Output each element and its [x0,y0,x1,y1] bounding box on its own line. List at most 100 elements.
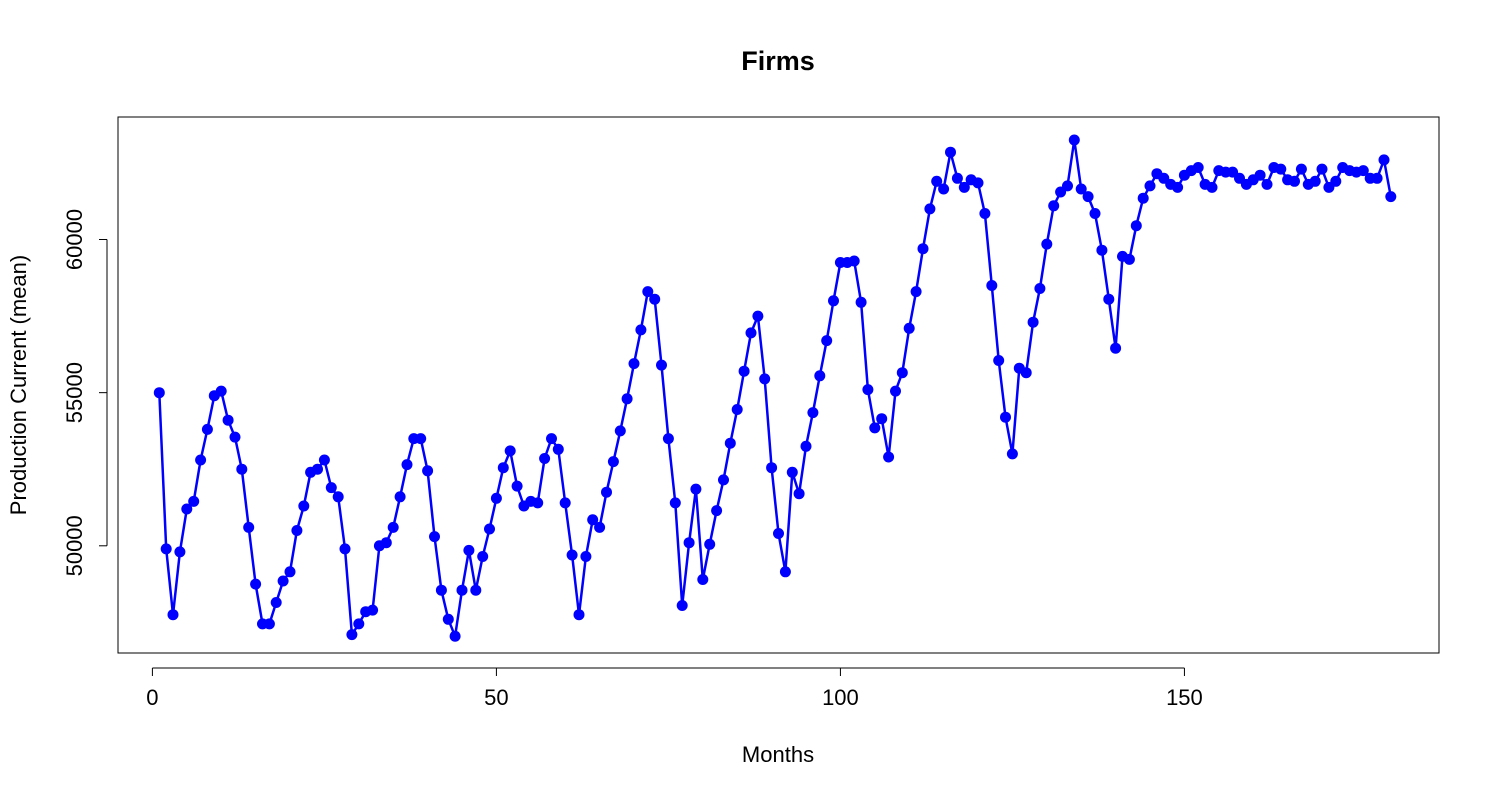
data-point [1295,163,1307,175]
data-point [917,243,929,255]
data-point [1371,172,1383,184]
plot-frame [117,116,1440,654]
data-point [1254,169,1266,181]
data-point [649,293,661,305]
data-point [1144,180,1156,192]
data-point [883,451,895,463]
data-point [229,431,241,443]
data-point [876,413,888,425]
y-tick-label: 55000 [62,362,87,423]
data-point [773,528,784,539]
data-point [718,474,729,486]
data-point [993,355,1005,366]
data-point [401,459,413,471]
data-point [828,295,839,307]
data-point [1000,411,1011,423]
data-point [793,488,805,500]
data-point [745,327,757,339]
data-point [814,370,826,382]
data-point [601,486,612,498]
data-point [532,497,544,509]
data-point [1172,181,1184,193]
data-point [1261,178,1273,190]
data-point [862,384,874,396]
data-point [704,538,716,550]
y-tick-label: 50000 [62,515,87,576]
data-point [1006,448,1018,460]
data-point [339,543,351,555]
x-tick-label: 150 [1166,685,1203,710]
data-point [270,597,282,608]
data-point [676,600,688,611]
data-point [1096,244,1108,256]
data-point [779,566,791,578]
data-point [1385,191,1397,203]
data-point [642,286,654,298]
data-point [738,365,750,377]
data-point [731,404,743,415]
data-point [415,433,427,445]
data-point [484,523,495,535]
data-point [1309,175,1321,187]
chart-title: Firms [741,46,815,76]
data-point [380,537,392,549]
data-point [656,359,667,371]
data-point [160,543,172,555]
data-point [277,575,289,587]
data-point [621,393,633,405]
data-point [938,183,950,195]
data-point [367,604,379,616]
data-point [903,322,915,334]
data-point [215,385,227,397]
x-tick-label: 100 [822,685,859,710]
data-point [972,177,984,189]
data-point [429,531,440,543]
data-point [566,549,578,561]
data-point [986,280,998,291]
data-point [958,181,970,193]
data-point [539,453,551,464]
data-point [951,172,963,184]
x-tick-label: 0 [146,685,158,710]
data-point [332,491,344,503]
data-point [167,609,179,621]
data-point [1027,316,1039,328]
data-point [511,480,523,492]
data-point [1316,163,1328,175]
data-point [552,443,564,455]
data-point [1020,367,1032,379]
data-point [394,491,406,503]
data-point [387,521,399,533]
data-point [174,546,186,558]
data-point [1034,283,1046,294]
data-point [931,175,943,187]
data-point [1275,163,1287,175]
data-point [243,521,255,533]
x-tick-label: 50 [484,685,508,710]
data-point [435,584,447,596]
data-point [869,422,881,434]
data-point [1206,181,1218,193]
data-point [628,358,640,370]
data-point [896,367,908,379]
data-point [1075,183,1087,195]
data-point [1130,220,1142,232]
data-point [188,495,200,507]
data-point [786,466,798,478]
data-point [614,425,626,437]
data-point [422,465,434,477]
data-point [759,373,771,385]
data-point [848,255,860,267]
data-point [821,335,833,347]
data-point [697,574,709,585]
data-point [1137,192,1149,204]
data-point [470,584,482,596]
data-point [580,551,592,562]
data-point [800,440,812,452]
data-point [463,544,475,556]
data-point [1089,208,1101,219]
data-point [1289,175,1300,187]
data-point [153,387,165,399]
